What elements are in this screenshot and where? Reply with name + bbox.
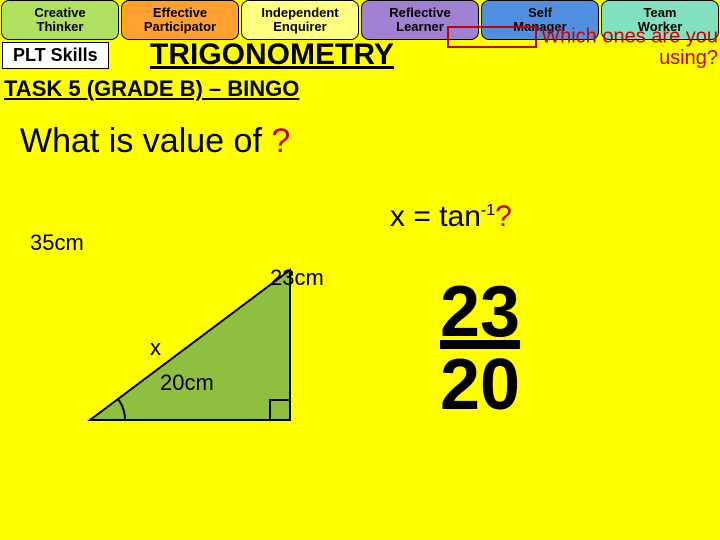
skill-tab-2[interactable]: IndependentEnquirer [241,0,359,40]
fraction: 23 20 [440,280,520,421]
page-title: TRIGONOMETRY [150,38,394,72]
question-mark: ? [271,122,290,160]
triangle-diagram [70,240,300,440]
triangle-shape [90,270,290,420]
plt-skills-box: PLT Skills [2,42,109,69]
which-line1: Which ones are you [541,25,718,47]
angle-label: x [150,335,161,361]
fraction-numerator: 23 [440,280,520,349]
which-line2: using? [659,47,718,69]
task-heading: TASK 5 (GRADE B) – BINGO [0,76,720,102]
question-text: What is value of ? [0,122,720,161]
question-prefix: What is value of [20,122,271,160]
hypotenuse-label: 35cm [30,230,84,256]
skill-tab-1[interactable]: EffectiveParticipator [121,0,239,40]
opposite-label: 23cm [270,265,324,291]
empty-highlight-box [447,26,537,48]
skill-tab-0[interactable]: CreativeThinker [1,0,119,40]
formula-mark: ? [495,200,512,233]
header-row: PLT Skills TRIGONOMETRY Which ones are y… [0,40,720,72]
which-ones-prompt: Which ones are you using? [447,26,718,68]
fraction-denominator: 20 [440,349,520,421]
adjacent-label: 20cm [160,370,214,396]
formula-lhs: x = tan [390,200,481,233]
formula-superscript: -1 [481,202,495,219]
triangle-svg [70,240,300,440]
formula: x = tan-1? [390,200,512,234]
